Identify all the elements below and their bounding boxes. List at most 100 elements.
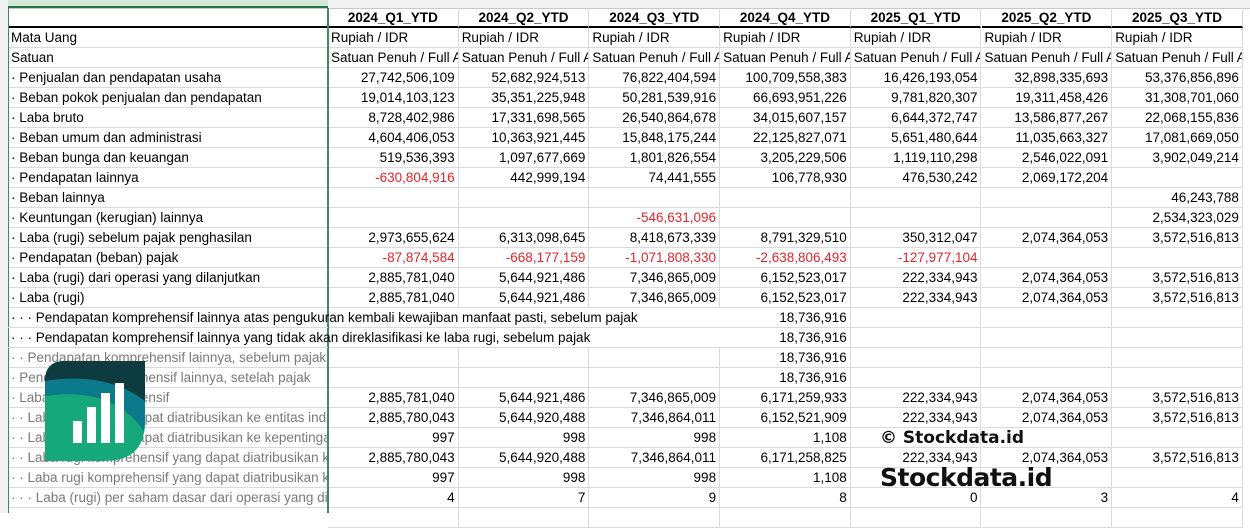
value-cell[interactable]: 52,682,924,513: [458, 68, 590, 88]
value-cell[interactable]: 1,108: [720, 468, 851, 488]
value-cell[interactable]: 10,363,921,445: [458, 128, 590, 148]
value-cell[interactable]: 74,441,555: [589, 168, 721, 188]
value-cell[interactable]: -1,071,808,330: [589, 248, 721, 268]
value-cell[interactable]: 6,152,523,017: [720, 288, 851, 308]
value-cell[interactable]: [850, 188, 982, 208]
value-cell[interactable]: [850, 328, 982, 348]
row-label[interactable]: · Beban umum dan administrasi: [8, 128, 328, 148]
value-cell[interactable]: 19,014,103,123: [328, 88, 459, 108]
value-cell[interactable]: 53,376,856,896: [1112, 68, 1243, 88]
value-cell[interactable]: 6,644,372,747: [850, 108, 982, 128]
value-cell[interactable]: 7,346,864,011: [589, 408, 721, 428]
period-header[interactable]: 2024_Q4_YTD: [720, 8, 851, 28]
value-cell[interactable]: 32,898,335,693: [981, 68, 1113, 88]
row-label[interactable]: · Laba (rugi) dari operasi yang dilanjut…: [8, 268, 328, 288]
value-cell[interactable]: 31,308,701,060: [1112, 88, 1243, 108]
value-cell[interactable]: -2,638,806,493: [720, 248, 851, 268]
value-cell[interactable]: 2,546,022,091: [981, 148, 1113, 168]
currency-cell[interactable]: Rupiah / IDR: [1112, 28, 1243, 48]
value-cell[interactable]: 26,540,864,678: [589, 108, 721, 128]
value-cell[interactable]: 7,346,865,009: [589, 288, 721, 308]
value-cell[interactable]: 4: [328, 488, 459, 508]
value-cell[interactable]: 350,312,047: [850, 228, 982, 248]
value-cell[interactable]: [850, 208, 982, 228]
value-cell[interactable]: 2,074,364,053: [981, 408, 1113, 428]
value-cell[interactable]: 18,736,916: [720, 368, 851, 388]
value-cell[interactable]: [850, 348, 982, 368]
row-label[interactable]: · · · Pendapatan komprehensif lainnya ya…: [8, 328, 590, 348]
value-cell[interactable]: 8,418,673,339: [589, 228, 721, 248]
row-label[interactable]: · · · Laba (rugi) per saham dasar dari o…: [8, 488, 328, 508]
value-cell[interactable]: [589, 328, 721, 348]
value-cell[interactable]: 3: [981, 488, 1113, 508]
value-cell[interactable]: [1112, 248, 1243, 268]
row-label[interactable]: · Beban lainnya: [8, 188, 328, 208]
value-cell[interactable]: 222,334,943: [850, 408, 982, 428]
value-cell[interactable]: 1,119,110,298: [850, 148, 982, 168]
value-cell[interactable]: 6,152,523,017: [720, 268, 851, 288]
row-label[interactable]: · Beban bunga dan keuangan: [8, 148, 328, 168]
value-cell[interactable]: 100,709,558,383: [720, 68, 851, 88]
value-cell[interactable]: 6,152,521,909: [720, 408, 851, 428]
value-cell[interactable]: [1112, 168, 1243, 188]
unit-cell[interactable]: Satuan Penuh / Full Amount: [589, 48, 721, 68]
value-cell[interactable]: 442,999,194: [458, 168, 590, 188]
value-cell[interactable]: 6,171,259,933: [720, 388, 851, 408]
value-cell[interactable]: 2,885,780,043: [328, 448, 459, 468]
value-cell[interactable]: 19,311,458,426: [981, 88, 1113, 108]
value-cell[interactable]: 222,334,943: [850, 268, 982, 288]
value-cell[interactable]: 2,534,323,029: [1112, 208, 1243, 228]
value-cell[interactable]: 2,885,780,043: [328, 408, 459, 428]
unit-cell[interactable]: Satuan Penuh / Full Amount: [850, 48, 982, 68]
value-cell[interactable]: -630,804,916: [328, 168, 459, 188]
value-cell[interactable]: 17,081,669,050: [1112, 128, 1243, 148]
value-cell[interactable]: [458, 308, 590, 328]
value-cell[interactable]: 1,801,826,554: [589, 148, 721, 168]
value-cell[interactable]: 34,015,607,157: [720, 108, 851, 128]
currency-cell[interactable]: Rupiah / IDR: [850, 28, 982, 48]
row-label[interactable]: · Beban pokok penjualan dan pendapatan: [8, 88, 328, 108]
value-cell[interactable]: 997: [328, 468, 459, 488]
value-cell[interactable]: -546,631,096: [589, 208, 721, 228]
value-cell[interactable]: 9: [589, 488, 721, 508]
value-cell[interactable]: [981, 188, 1113, 208]
value-cell[interactable]: 8,728,402,986: [328, 108, 459, 128]
value-cell[interactable]: 998: [589, 428, 721, 448]
value-cell[interactable]: [981, 208, 1113, 228]
value-cell[interactable]: 476,530,242: [850, 168, 982, 188]
period-header[interactable]: 2025_Q3_YTD: [1112, 8, 1243, 28]
unit-cell[interactable]: Satuan Penuh / Full Amount: [458, 48, 590, 68]
value-cell[interactable]: 998: [458, 428, 590, 448]
value-cell[interactable]: [1112, 368, 1243, 388]
unit-label[interactable]: Satuan: [8, 48, 328, 68]
period-header[interactable]: 2024_Q3_YTD: [589, 8, 721, 28]
currency-cell[interactable]: Rupiah / IDR: [589, 28, 721, 48]
value-cell[interactable]: 18,736,916: [720, 348, 851, 368]
value-cell[interactable]: [850, 428, 982, 448]
value-cell[interactable]: [328, 188, 459, 208]
currency-cell[interactable]: Rupiah / IDR: [981, 28, 1113, 48]
value-cell[interactable]: 7,346,864,011: [589, 448, 721, 468]
value-cell[interactable]: [720, 208, 851, 228]
value-cell[interactable]: 22,125,827,071: [720, 128, 851, 148]
column-header-bar[interactable]: [0, 0, 1250, 9]
value-cell[interactable]: 5,644,921,486: [458, 388, 590, 408]
value-cell[interactable]: 2,885,781,040: [328, 268, 459, 288]
value-cell[interactable]: [328, 368, 459, 388]
unit-cell[interactable]: Satuan Penuh / Full Amount: [981, 48, 1113, 68]
value-cell[interactable]: [458, 208, 590, 228]
value-cell[interactable]: 7: [458, 488, 590, 508]
row-label[interactable]: · Laba bruto: [8, 108, 328, 128]
value-cell[interactable]: [1112, 308, 1243, 328]
value-cell[interactable]: [589, 308, 721, 328]
value-cell[interactable]: 13,586,877,267: [981, 108, 1113, 128]
value-cell[interactable]: 2,973,655,624: [328, 228, 459, 248]
value-cell[interactable]: 3,572,516,813: [1112, 228, 1243, 248]
value-cell[interactable]: [720, 188, 851, 208]
value-cell[interactable]: 222,334,943: [850, 388, 982, 408]
value-cell[interactable]: -87,874,584: [328, 248, 459, 268]
value-cell[interactable]: [850, 468, 982, 488]
value-cell[interactable]: 22,068,155,836: [1112, 108, 1243, 128]
value-cell[interactable]: 519,536,393: [328, 148, 459, 168]
value-cell[interactable]: [458, 368, 590, 388]
